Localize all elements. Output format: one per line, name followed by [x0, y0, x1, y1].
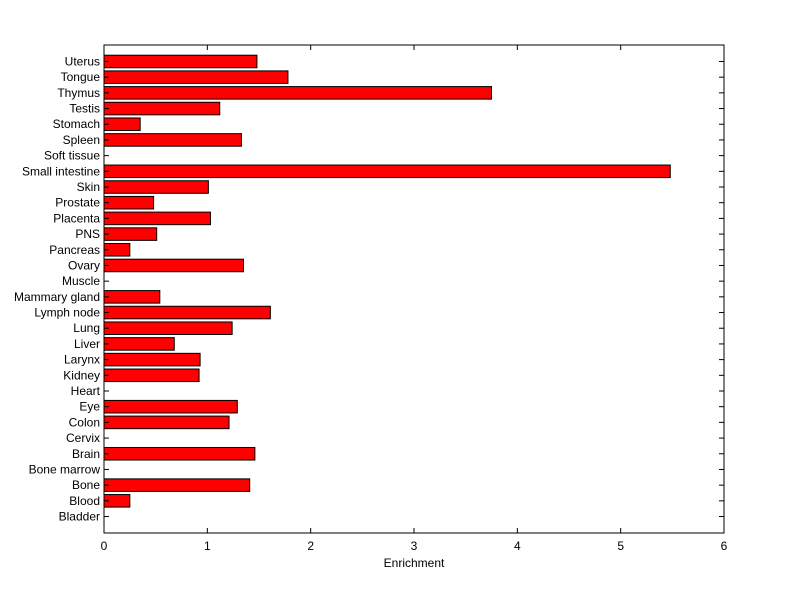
- bar: [103, 227, 158, 241]
- bar: [103, 415, 230, 430]
- y-tick-label: Pancreas: [49, 243, 100, 257]
- x-tick-label: 0: [101, 539, 108, 553]
- x-tick-label: 6: [721, 539, 728, 553]
- y-tick-label: Ovary: [68, 258, 100, 272]
- bar: [103, 305, 271, 320]
- bar: [103, 446, 256, 461]
- bar: [103, 399, 238, 414]
- x-axis-ticks: 0 1 2 3 4 5 6: [101, 45, 728, 553]
- bar: [103, 164, 671, 179]
- bar: [103, 290, 161, 304]
- bar: [103, 478, 251, 492]
- bar: [103, 258, 244, 273]
- x-tick-label: 1: [204, 539, 211, 553]
- y-tick-label: Brain: [72, 447, 100, 461]
- y-tick-label: Eye: [79, 400, 100, 414]
- bar: [103, 321, 233, 336]
- y-tick-label: Kidney: [63, 368, 100, 382]
- y-tick-label: Prostate: [55, 196, 100, 210]
- y-tick-label: Bladder: [59, 510, 100, 524]
- y-tick-label: Testis: [69, 102, 100, 116]
- bar: [103, 133, 242, 147]
- bar: [103, 195, 155, 210]
- plot-frame: [103, 44, 725, 534]
- y-tick-label: Tongue: [61, 70, 101, 84]
- bars-group: [103, 54, 671, 508]
- y-tick-label: Cervix: [66, 431, 100, 445]
- y-tick-label: Stomach: [53, 117, 100, 131]
- bar: [103, 352, 201, 367]
- y-tick-label: Soft tissue: [44, 149, 100, 163]
- y-tick-label: Larynx: [64, 353, 100, 367]
- x-tick-label: 5: [617, 539, 624, 553]
- y-tick-label: Skin: [77, 180, 100, 194]
- x-tick-label: 4: [514, 539, 521, 553]
- bar: [103, 70, 289, 84]
- y-tick-label: Lung: [73, 321, 100, 335]
- y-tick-label: Muscle: [62, 274, 100, 288]
- y-tick-label: Colon: [69, 415, 100, 429]
- bar: [103, 337, 175, 351]
- y-tick-label: Placenta: [53, 211, 100, 225]
- bar: [103, 86, 492, 100]
- y-tick-label: Uterus: [65, 54, 100, 68]
- y-tick-label: Liver: [74, 337, 100, 351]
- x-axis-label: Enrichment: [384, 556, 445, 570]
- x-tick-label: 3: [411, 539, 418, 553]
- y-tick-label: PNS: [75, 227, 100, 241]
- y-tick-label: Bone: [72, 478, 100, 492]
- y-tick-label: Spleen: [63, 133, 100, 147]
- y-tick-label: Mammary gland: [14, 290, 100, 304]
- y-tick-label: Blood: [69, 494, 100, 508]
- y-tick-label: Lymph node: [34, 306, 100, 320]
- bar: [103, 368, 200, 383]
- y-tick-label: Small intestine: [22, 164, 100, 178]
- bar: [103, 117, 141, 132]
- y-tick-label: Bone marrow: [29, 462, 101, 476]
- bar: [103, 180, 209, 194]
- y-tick-label: Heart: [71, 384, 101, 398]
- bar: [103, 54, 258, 69]
- bar: [103, 211, 211, 226]
- bar: [103, 101, 221, 116]
- y-tick-label: Thymus: [57, 86, 100, 100]
- x-tick-label: 2: [307, 539, 314, 553]
